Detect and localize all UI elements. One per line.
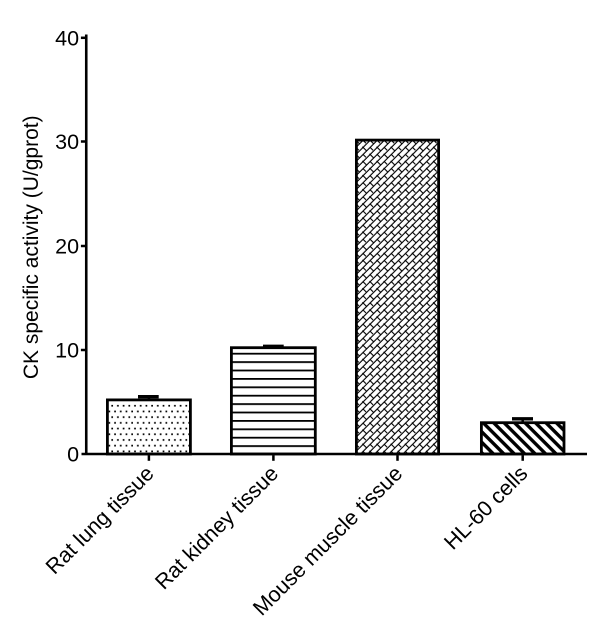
svg-text:10: 10 xyxy=(55,339,79,363)
svg-text:20: 20 xyxy=(55,235,79,259)
svg-text:30: 30 xyxy=(55,130,79,154)
svg-text:HL-60 cells: HL-60 cells xyxy=(439,461,532,554)
svg-text:Rat lung tissue: Rat lung tissue xyxy=(41,461,159,579)
svg-text:0: 0 xyxy=(67,443,79,467)
svg-text:Rat kidney tissue: Rat kidney tissue xyxy=(150,461,283,594)
svg-text:CK specific activity (U/gprot): CK specific activity (U/gprot) xyxy=(20,115,43,379)
svg-text:40: 40 xyxy=(55,27,79,51)
